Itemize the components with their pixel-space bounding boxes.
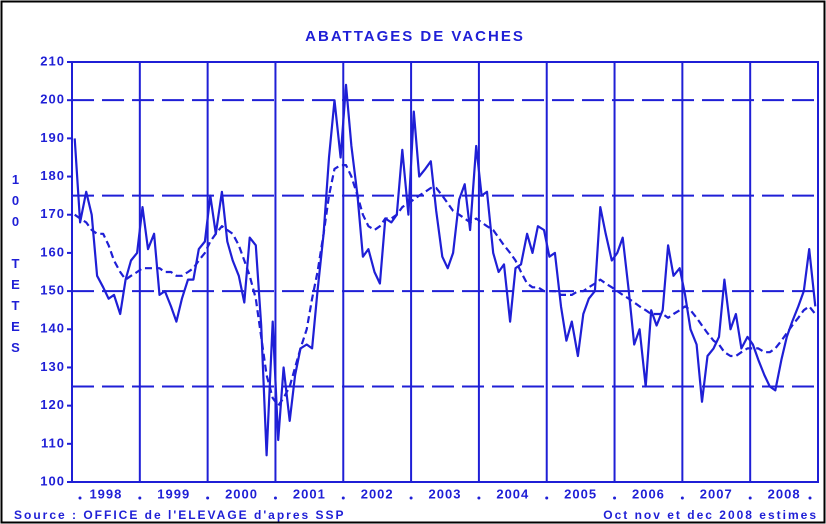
chart-title: ABATTAGES DE VACHES: [305, 28, 525, 45]
separator-dot: [680, 496, 684, 500]
y-tick-label: 100: [40, 473, 65, 488]
x-tick-label: 2001: [293, 486, 326, 501]
source: Source : OFFICE de l'ELEVAGE d'apres SSP: [14, 508, 346, 522]
y-tick-label: 180: [40, 168, 65, 183]
separator-dot: [545, 496, 549, 500]
separator-dot: [613, 496, 617, 500]
y-tick-label: 150: [40, 283, 65, 298]
x-tick-label: 2006: [632, 486, 665, 501]
y-tick-label: 130: [40, 359, 65, 374]
x-tick-label: 2002: [361, 486, 394, 501]
y-tick-label: 200: [40, 92, 65, 107]
separator-dot: [341, 496, 345, 500]
y-tick-label: 110: [41, 435, 65, 450]
note: Oct nov et dec 2008 estimes: [603, 508, 818, 522]
separator-dot: [477, 496, 481, 500]
x-tick-label: 2000: [225, 486, 258, 501]
x-tick-label: 2007: [700, 486, 733, 501]
plot-frame: [71, 61, 819, 483]
x-tick-label: 2004: [496, 486, 529, 501]
data-line: [73, 83, 817, 457]
x-tick-label: 1999: [157, 486, 190, 501]
separator-dot: [78, 496, 82, 500]
y-tick-label: 160: [40, 244, 65, 259]
y-tick-label: 170: [40, 206, 65, 221]
separator-dot: [409, 496, 413, 500]
y-tick-label: 120: [40, 397, 65, 412]
y-axis-label: 100 TETES: [8, 172, 23, 361]
separator-dot: [808, 496, 812, 500]
separator-dot: [206, 496, 210, 500]
separator-dot: [748, 496, 752, 500]
x-tick-label: 2005: [564, 486, 597, 501]
separator-dot: [138, 496, 142, 500]
x-tick-label: 1998: [89, 486, 122, 501]
x-tick-label: 2003: [429, 486, 462, 501]
x-tick-label: 2008: [768, 486, 801, 501]
separator-dot: [273, 496, 277, 500]
y-tick-label: 140: [40, 321, 65, 336]
y-tick-label: 210: [40, 53, 65, 68]
y-tick-label: 190: [40, 130, 65, 145]
smoothed-line: [74, 164, 817, 407]
